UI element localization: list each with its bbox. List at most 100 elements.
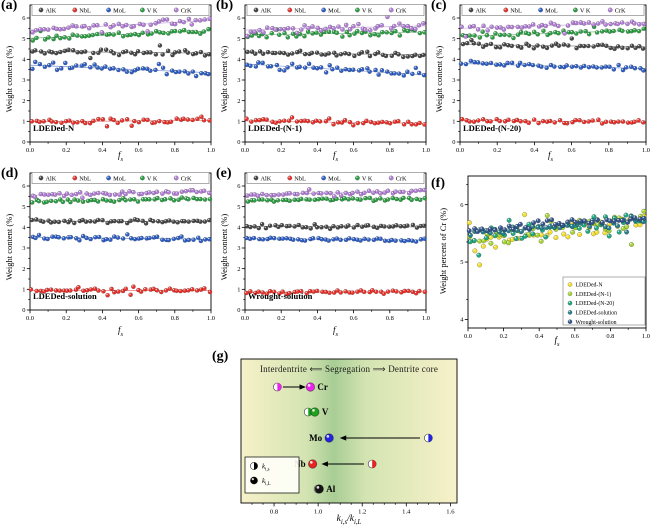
svg-text:CrK: CrK [181, 7, 192, 14]
x-subscript: s [120, 330, 124, 338]
svg-text:MoL: MoL [328, 175, 341, 182]
svg-text:2: 2 [452, 98, 455, 105]
svg-text:5: 5 [22, 36, 25, 43]
svg-text:1.6: 1.6 [446, 509, 455, 516]
panel-b-sample-label: LDEDed-(N-1) [248, 123, 302, 133]
svg-text:CrK: CrK [396, 7, 407, 14]
svg-text:LDEDed-N: LDEDed-N [576, 283, 604, 289]
panel-f-x-axis-title: fs [468, 335, 646, 348]
panel-c-chart: 0.0 0.2 0.4 0.6 0.8 1.0 0 1 2 3 4 5 6 AlK NbL MoL V K CrK [452, 4, 650, 154]
svg-text:NbL: NbL [79, 175, 91, 182]
svg-text:0.8: 0.8 [386, 147, 394, 154]
svg-text:2: 2 [237, 98, 240, 105]
svg-text:5: 5 [237, 204, 240, 211]
svg-text:Al: Al [326, 484, 335, 494]
svg-text:5: 5 [460, 259, 463, 266]
svg-text:1: 1 [237, 287, 240, 294]
element-Al: Al [313, 484, 336, 494]
svg-text:4: 4 [237, 57, 241, 64]
svg-text:4: 4 [452, 57, 456, 64]
y-axis-ticks: 0 1 2 3 4 5 6 [237, 15, 245, 146]
legend: AlK NbL MoL V K CrK [246, 4, 425, 16]
panel-a-label: (a) [1, 0, 18, 13]
svg-text:5: 5 [452, 36, 455, 43]
legend: AlK NbL MoL V K CrK [31, 4, 210, 16]
panel-d-chart: 0.0 0.2 0.4 0.6 0.8 1.0 0 1 2 3 4 5 6 AlK NbL MoL V K CrK [22, 172, 215, 322]
series-CrK [244, 14, 427, 39]
panel-b-y-axis-title: Weight content (%) [219, 45, 229, 113]
svg-text:AlK: AlK [46, 175, 57, 182]
svg-text:6: 6 [237, 183, 240, 190]
svg-text:LDEDed-(N-1): LDEDed-(N-1) [576, 291, 612, 298]
panel-a-x-axis-title: fs [30, 150, 211, 163]
svg-text:5: 5 [237, 36, 240, 43]
svg-text:6: 6 [22, 183, 25, 190]
series-V K [29, 195, 213, 205]
panel-c-sample-label: LDEDed-(N-20) [463, 123, 522, 133]
series-Wrought-solution [466, 215, 647, 235]
panel-b-chart: 0.0 0.2 0.4 0.6 0.8 1.0 0 1 2 3 4 5 6 AlK NbL MoL V K CrK [237, 4, 430, 154]
svg-text:0.0: 0.0 [456, 147, 464, 154]
svg-text:0.6: 0.6 [571, 333, 579, 340]
series-CrK [29, 187, 212, 200]
svg-text:AlK: AlK [261, 175, 272, 182]
svg-text:0.8: 0.8 [386, 315, 394, 322]
legend: AlK NbL MoL V K CrK [31, 172, 210, 184]
svg-text:0: 0 [22, 139, 25, 146]
svg-text:4: 4 [22, 225, 26, 232]
x-subscript: s [120, 155, 124, 163]
svg-text:0.0: 0.0 [464, 333, 472, 340]
series-MoL [458, 58, 647, 73]
series-NbL [244, 115, 427, 128]
svg-text:V: V [322, 407, 329, 417]
svg-text:6: 6 [460, 202, 463, 209]
svg-text:0.2: 0.2 [277, 315, 285, 322]
svg-text:0: 0 [237, 307, 240, 314]
series-V K [459, 24, 647, 41]
panel-g-label: (g) [212, 349, 229, 364]
series-NbL [459, 116, 647, 126]
panel-g-x-axis-title: ki,s/ki,L [241, 514, 457, 526]
svg-text:CrK: CrK [615, 7, 626, 14]
x-symbol: f [117, 325, 121, 335]
svg-text:NbL: NbL [510, 7, 522, 14]
svg-text:3: 3 [452, 77, 455, 84]
svg-text:MoL: MoL [113, 175, 126, 182]
series-MoL [29, 59, 212, 79]
panel-b-x-axis-title: fs [245, 150, 426, 163]
panel-f-label: (f) [431, 176, 445, 191]
legend: LDEDed-N LDEDed-(N-1) LDEDed-(N-20) LDEDed-… [562, 276, 646, 326]
panel-b: (b) Weight content (%) 0.0 0.2 0.4 0.6 0.8 1.… [215, 0, 430, 168]
k-subscript-l: i,L [353, 518, 362, 526]
series-CrK [244, 187, 427, 199]
series-AlK [244, 48, 427, 60]
svg-text:1: 1 [22, 119, 25, 126]
svg-text:ki,L: ki,L [262, 477, 271, 487]
x-subscript: s [335, 155, 339, 163]
series-NbL [29, 114, 212, 129]
x-axis-ticks: 0.0 0.2 0.4 0.6 0.8 1.0 [464, 328, 650, 340]
svg-text:NbL: NbL [79, 7, 91, 14]
panel-d: (d) Weight content (%) 0.0 0.2 0.4 0.6 0.8 1.… [0, 166, 215, 345]
series-MoL [244, 60, 427, 78]
svg-text:1: 1 [22, 287, 25, 294]
svg-text:V K: V K [362, 175, 373, 182]
panel-f: (f) Weight percent of Cr (%) 0.0 0.2 0.4 0.… [430, 168, 650, 358]
svg-text:0.0: 0.0 [241, 147, 249, 154]
svg-text:0.6: 0.6 [135, 315, 143, 322]
panel-g-chart: 0.8 1.0 1.2 1.4 1.6 Cr V Mo Nb Al ki,s ki,L [240, 358, 458, 516]
series-CrK [29, 16, 212, 35]
element-Nb: Nb [294, 459, 377, 469]
svg-text:Cr: Cr [317, 382, 328, 392]
panel-g: (g) Interdentrite ⟸ Segregation ⟹ Dentri… [205, 345, 465, 531]
svg-text:0.4: 0.4 [98, 147, 107, 154]
legend: AlK NbL MoL V K CrK [246, 172, 425, 184]
svg-text:0.4: 0.4 [98, 315, 107, 322]
svg-text:1.0: 1.0 [422, 147, 430, 154]
x-axis-ticks: 0.0 0.2 0.4 0.6 0.8 1.0 [26, 142, 215, 154]
svg-text:1.4: 1.4 [402, 509, 411, 516]
element-Mo: Mo [309, 433, 433, 443]
panel-a: (a) Weight content (%) 0.0 0.2 0.4 0.6 0.8 1.… [0, 0, 215, 168]
svg-text:ki,s: ki,s [262, 462, 270, 472]
svg-text:0.0: 0.0 [241, 315, 249, 322]
